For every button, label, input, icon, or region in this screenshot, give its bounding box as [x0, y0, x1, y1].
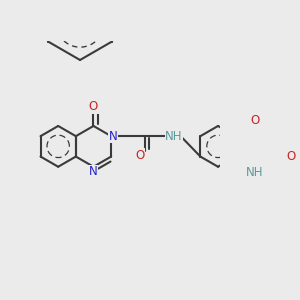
Text: O: O — [286, 150, 295, 163]
Text: NH: NH — [165, 130, 183, 143]
Text: N: N — [109, 130, 118, 143]
Text: O: O — [89, 100, 98, 113]
Text: O: O — [136, 149, 145, 162]
Text: N: N — [88, 165, 97, 178]
Text: NH: NH — [246, 167, 264, 179]
Text: O: O — [250, 114, 260, 128]
